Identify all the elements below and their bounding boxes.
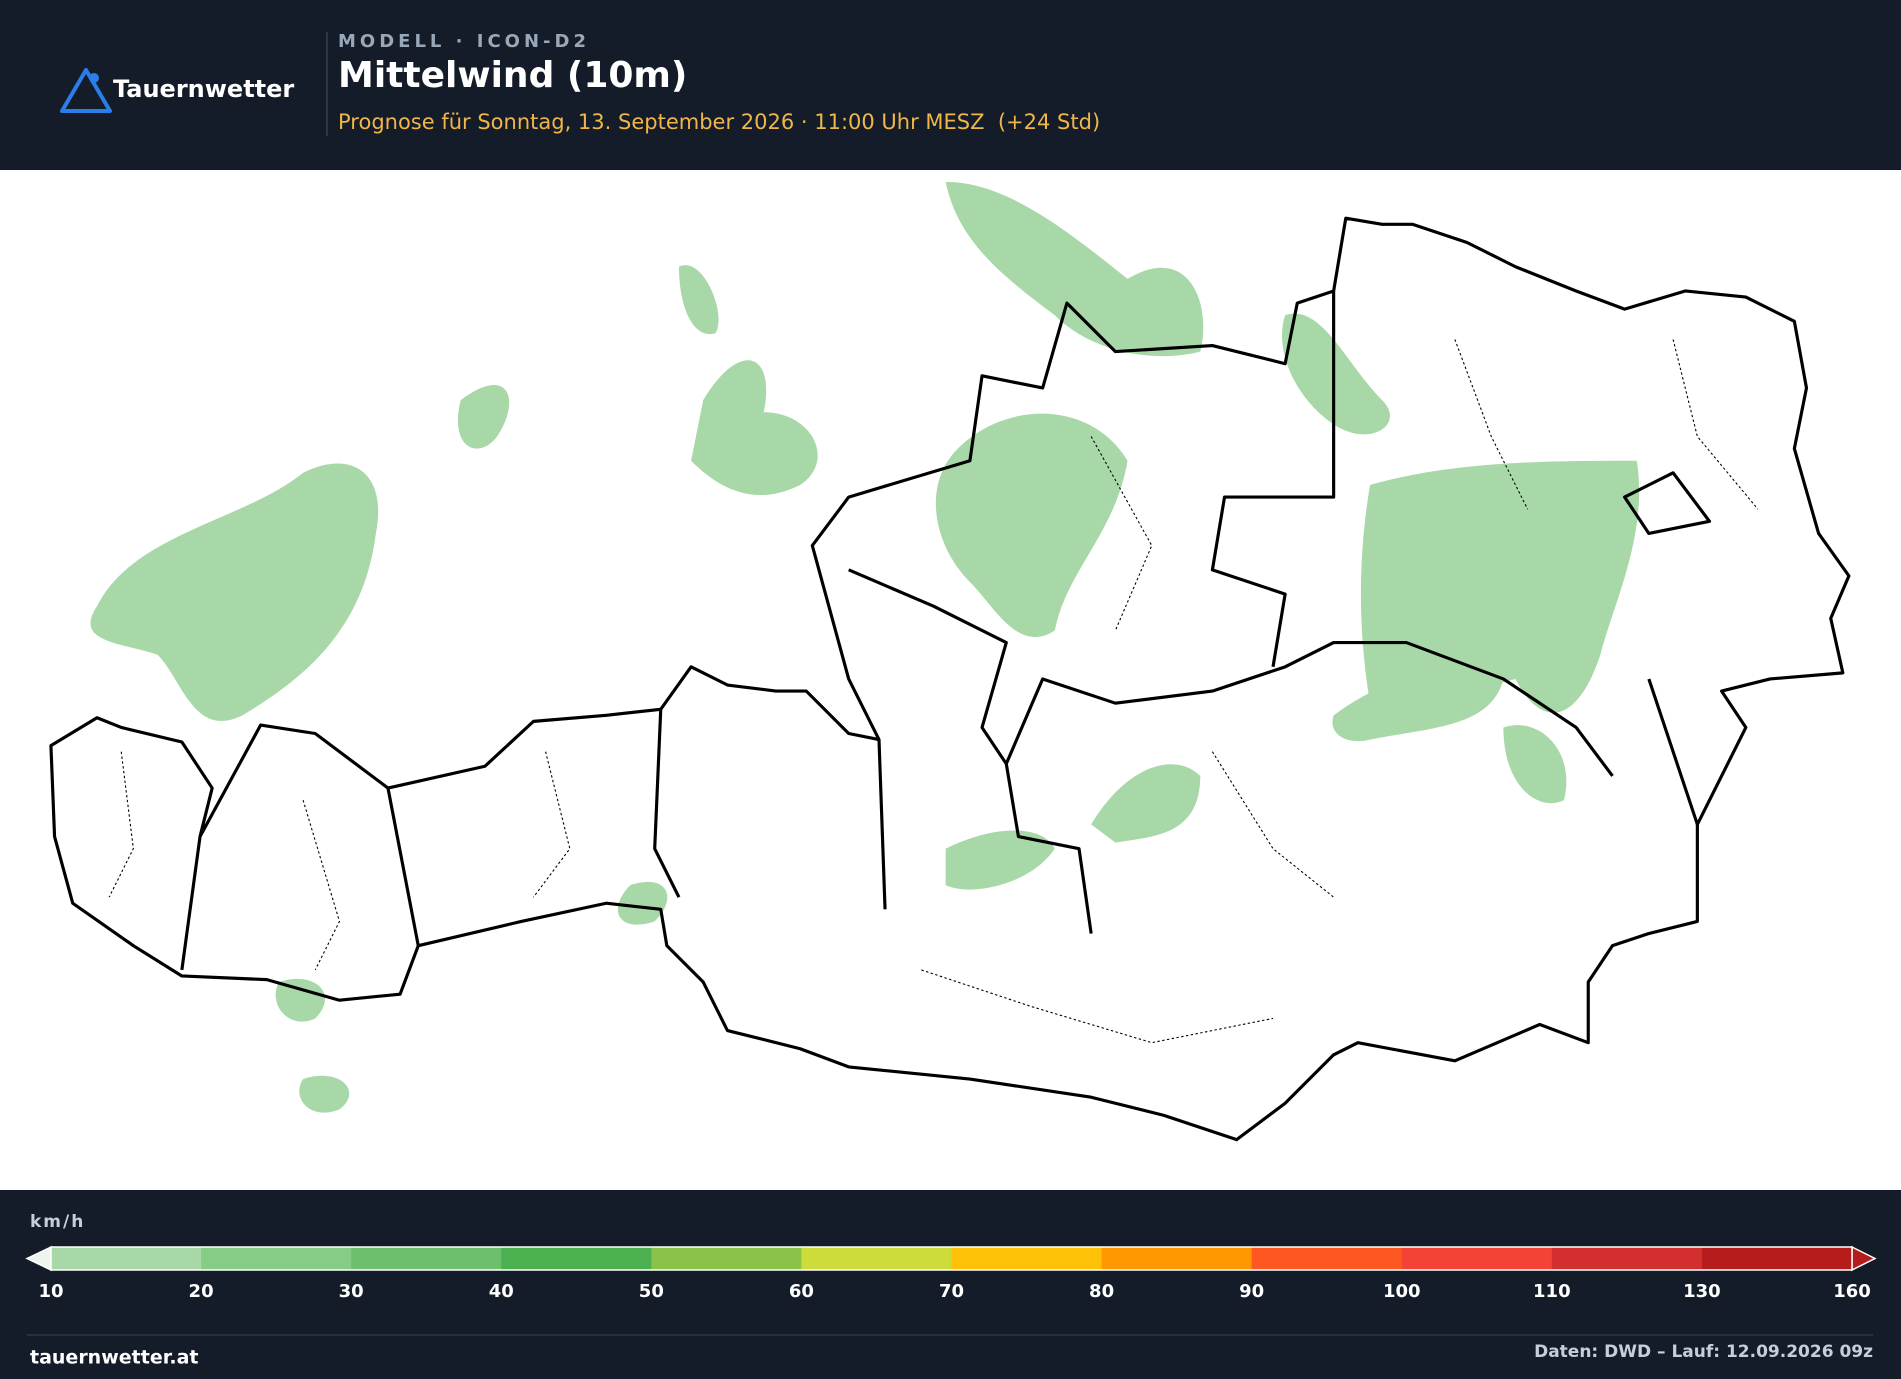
- colorbar-tick-label: 30: [339, 1281, 364, 1302]
- colorbar-segment: [1701, 1247, 1853, 1270]
- colorbar-tick-label: 90: [1239, 1281, 1264, 1302]
- colorbar-tick-label: 10: [38, 1281, 63, 1302]
- colorbar-segment: [651, 1247, 802, 1270]
- logo-text: Tauernwetter: [113, 75, 294, 103]
- colorbar-tick-label: 130: [1683, 1281, 1721, 1302]
- wind-field: [90, 181, 1640, 1113]
- kicker: MODELL · ICON-D2: [338, 31, 590, 52]
- austria-outline: [49, 216, 1851, 1142]
- colorbar-segment: [1401, 1247, 1553, 1270]
- colorbar-tick-label: 110: [1533, 1281, 1571, 1302]
- colorbar-tick-label: 60: [789, 1281, 814, 1302]
- logo: [60, 68, 112, 113]
- colorbar-tick-label: 70: [939, 1281, 964, 1302]
- footer-right: Daten: DWD – Lauf: 12.09.2026 09z: [1534, 1342, 1873, 1362]
- colorbar-segment: [801, 1247, 952, 1270]
- colorbar-segment: [501, 1247, 652, 1270]
- state-borders: [180, 290, 1712, 971]
- colorbar: 10 20 30 40 50 60 70 80 90 100 110 130 160: [25, 1245, 1877, 1302]
- colorbar-tick-label: 40: [489, 1281, 514, 1302]
- map: [49, 181, 1851, 1142]
- colorbar-segment: [1251, 1247, 1403, 1270]
- colorbar-arrow-high: [1851, 1245, 1877, 1272]
- colorbar-segment: [351, 1247, 502, 1270]
- colorbar-tick-label: 20: [189, 1281, 214, 1302]
- legend-unit: km/h: [30, 1212, 85, 1232]
- subtitle: Prognose für Sonntag, 13. September 2026…: [338, 110, 1100, 134]
- footer-left: tauernwetter.at: [30, 1347, 199, 1369]
- colorbar-arrow-low: [25, 1245, 52, 1272]
- district-borders: [108, 339, 1759, 1044]
- colorbar-segment: [951, 1247, 1103, 1270]
- colorbar-segment: [1101, 1247, 1253, 1270]
- colorbar-segment: [51, 1247, 202, 1270]
- colorbar-segment: [1551, 1247, 1703, 1270]
- title: Mittelwind (10m): [338, 55, 687, 96]
- colorbar-segment: [201, 1247, 352, 1270]
- colorbar-tick-label: 160: [1833, 1281, 1871, 1302]
- colorbar-frame: [50, 1246, 1853, 1271]
- colorbar-tick-label: 80: [1089, 1281, 1114, 1302]
- header-bar: [0, 0, 1901, 170]
- colorbar-tick-label: 100: [1383, 1281, 1421, 1302]
- colorbar-tick-label: 50: [639, 1281, 664, 1302]
